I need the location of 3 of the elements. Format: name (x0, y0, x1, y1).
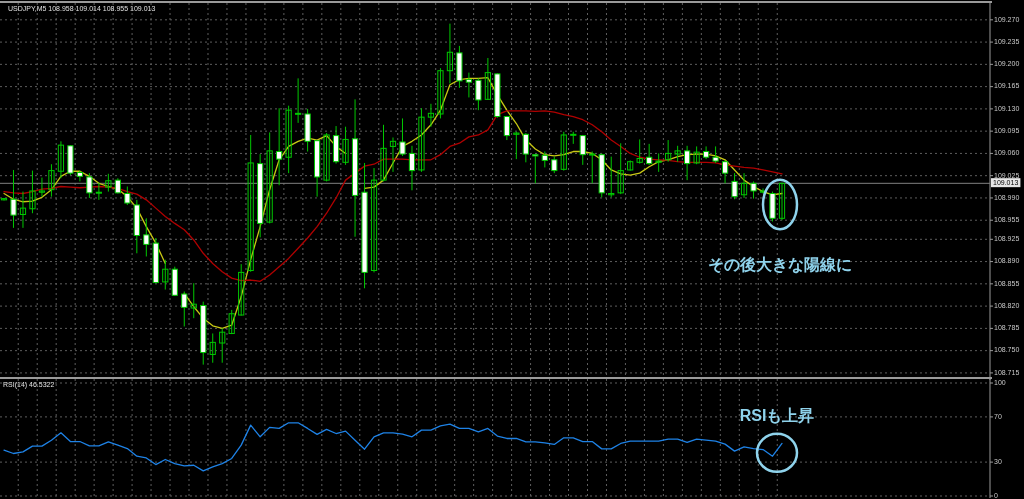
annotation: RSIも上昇 (739, 407, 815, 425)
line-series (3, 422, 783, 472)
annotation: その後大きな陽線に (708, 256, 852, 275)
